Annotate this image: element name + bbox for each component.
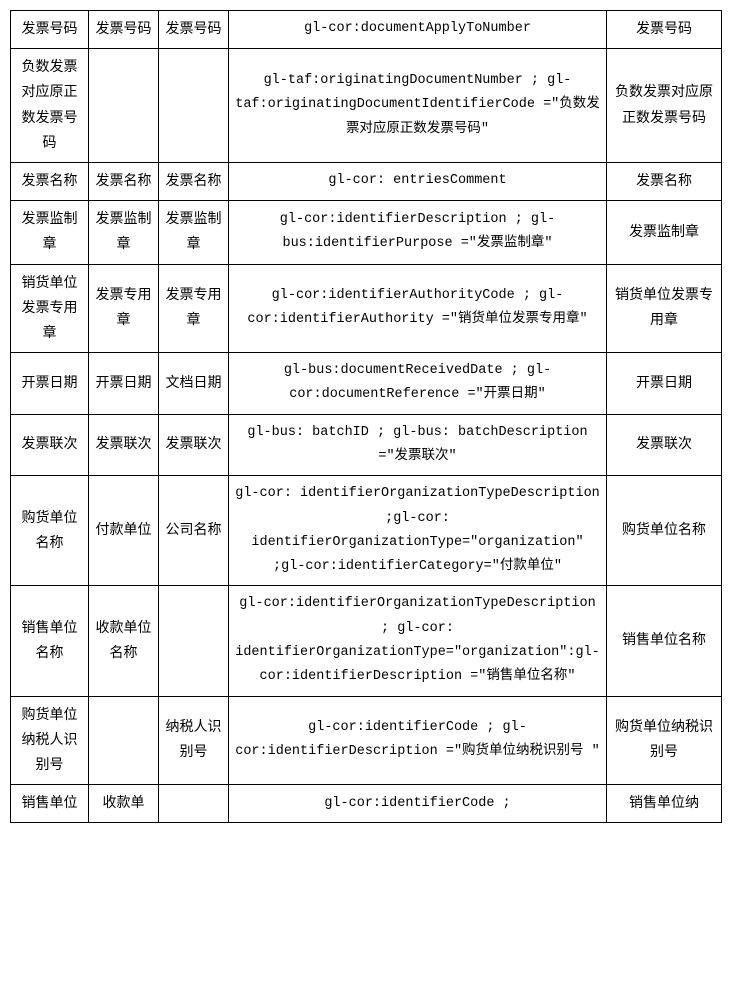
cell-col2: 文档日期 — [159, 353, 229, 415]
cell-col3: gl-cor:identifierCode ; — [229, 785, 607, 823]
cell-col3: gl-cor:documentApplyToNumber — [229, 11, 607, 49]
cell-col2: 发票专用章 — [159, 264, 229, 353]
table-row: 发票号码 发票号码 发票号码 gl-cor:documentApplyToNum… — [11, 11, 722, 49]
cell-col4: 购货单位名称 — [607, 476, 722, 586]
table-row: 负数发票对应原正数发票号码 gl-taf:originatingDocument… — [11, 49, 722, 163]
cell-col0: 销售单位 — [11, 785, 89, 823]
cell-col4: 发票号码 — [607, 11, 722, 49]
table-row: 开票日期 开票日期 文档日期 gl-bus:documentReceivedDa… — [11, 353, 722, 415]
cell-col2 — [159, 586, 229, 696]
cell-col1: 付款单位 — [89, 476, 159, 586]
cell-col2: 发票监制章 — [159, 201, 229, 264]
table-row: 发票监制章 发票监制章 发票监制章 gl-cor:identifierDescr… — [11, 201, 722, 264]
cell-col3: gl-cor:identifierOrganizationTypeDescrip… — [229, 586, 607, 696]
cell-col0: 发票号码 — [11, 11, 89, 49]
cell-col0: 销货单位发票专用章 — [11, 264, 89, 353]
cell-col4: 销售单位名称 — [607, 586, 722, 696]
cell-col2: 发票名称 — [159, 162, 229, 200]
cell-col0: 发票监制章 — [11, 201, 89, 264]
cell-col1 — [89, 696, 159, 785]
cell-col0: 负数发票对应原正数发票号码 — [11, 49, 89, 163]
cell-col3: gl-bus: batchID ; gl-bus: batchDescripti… — [229, 414, 607, 476]
cell-col1: 发票号码 — [89, 11, 159, 49]
cell-col4: 购货单位纳税识别号 — [607, 696, 722, 785]
table-row: 销售单位 收款单 gl-cor:identifierCode ; 销售单位纳 — [11, 785, 722, 823]
cell-col0: 发票联次 — [11, 414, 89, 476]
cell-col4: 销售单位纳 — [607, 785, 722, 823]
table-row: 销售单位名称 收款单位名称 gl-cor:identifierOrganizat… — [11, 586, 722, 696]
cell-col3: gl-cor:identifierDescription ; gl-bus:id… — [229, 201, 607, 264]
cell-col2: 发票号码 — [159, 11, 229, 49]
cell-col1: 发票专用章 — [89, 264, 159, 353]
cell-col0: 销售单位名称 — [11, 586, 89, 696]
cell-col0: 开票日期 — [11, 353, 89, 415]
cell-col2 — [159, 49, 229, 163]
cell-col1: 开票日期 — [89, 353, 159, 415]
cell-col1: 收款单 — [89, 785, 159, 823]
table-body: 发票号码 发票号码 发票号码 gl-cor:documentApplyToNum… — [11, 11, 722, 823]
cell-col4: 负数发票对应原正数发票号码 — [607, 49, 722, 163]
cell-col1: 收款单位名称 — [89, 586, 159, 696]
cell-col3: gl-cor:identifierAuthorityCode ; gl-cor:… — [229, 264, 607, 353]
table-row: 购货单位纳税人识别号 纳税人识别号 gl-cor:identifierCode … — [11, 696, 722, 785]
cell-col3: gl-cor: identifierOrganizationTypeDescri… — [229, 476, 607, 586]
table-row: 购货单位名称 付款单位 公司名称 gl-cor: identifierOrgan… — [11, 476, 722, 586]
cell-col1: 发票联次 — [89, 414, 159, 476]
cell-col4: 开票日期 — [607, 353, 722, 415]
cell-col4: 销货单位发票专用章 — [607, 264, 722, 353]
cell-col3: gl-cor: entriesComment — [229, 162, 607, 200]
cell-col0: 购货单位纳税人识别号 — [11, 696, 89, 785]
cell-col2: 发票联次 — [159, 414, 229, 476]
table-row: 发票名称 发票名称 发票名称 gl-cor: entriesComment 发票… — [11, 162, 722, 200]
cell-col1 — [89, 49, 159, 163]
cell-col3: gl-bus:documentReceivedDate ; gl-cor:doc… — [229, 353, 607, 415]
cell-col1: 发票名称 — [89, 162, 159, 200]
cell-col4: 发票名称 — [607, 162, 722, 200]
cell-col3: gl-cor:identifierCode ; gl-cor:identifie… — [229, 696, 607, 785]
cell-col0: 购货单位名称 — [11, 476, 89, 586]
table-row: 销货单位发票专用章 发票专用章 发票专用章 gl-cor:identifierA… — [11, 264, 722, 353]
cell-col4: 发票联次 — [607, 414, 722, 476]
cell-col3: gl-taf:originatingDocumentNumber ; gl-ta… — [229, 49, 607, 163]
cell-col4: 发票监制章 — [607, 201, 722, 264]
cell-col0: 发票名称 — [11, 162, 89, 200]
cell-col1: 发票监制章 — [89, 201, 159, 264]
cell-col2 — [159, 785, 229, 823]
table-row: 发票联次 发票联次 发票联次 gl-bus: batchID ; gl-bus:… — [11, 414, 722, 476]
cell-col2: 公司名称 — [159, 476, 229, 586]
mapping-table: 发票号码 发票号码 发票号码 gl-cor:documentApplyToNum… — [10, 10, 722, 823]
cell-col2: 纳税人识别号 — [159, 696, 229, 785]
